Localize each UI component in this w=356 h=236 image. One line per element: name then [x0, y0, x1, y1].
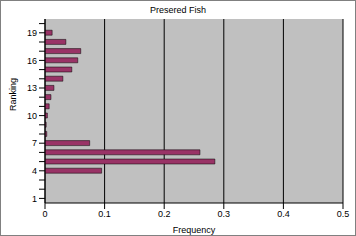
svg-text:19: 19	[27, 28, 37, 38]
svg-text:0.2: 0.2	[158, 209, 171, 219]
svg-text:0: 0	[42, 209, 47, 219]
svg-text:0.4: 0.4	[277, 209, 290, 219]
svg-text:13: 13	[27, 83, 37, 93]
svg-text:Frequency: Frequency	[173, 225, 216, 235]
svg-text:0.1: 0.1	[98, 209, 111, 219]
svg-text:16: 16	[27, 56, 37, 66]
html-text:Presered Fish: Presered Fish	[150, 5, 206, 15]
svg-text:10: 10	[27, 111, 37, 121]
svg-text:1: 1	[32, 194, 37, 204]
svg-text:Ranking: Ranking	[8, 78, 18, 111]
svg-text:7: 7	[32, 138, 37, 148]
svg-text:0.5: 0.5	[337, 209, 348, 219]
svg-text:4: 4	[32, 166, 37, 176]
svg-text:0.3: 0.3	[218, 209, 231, 219]
